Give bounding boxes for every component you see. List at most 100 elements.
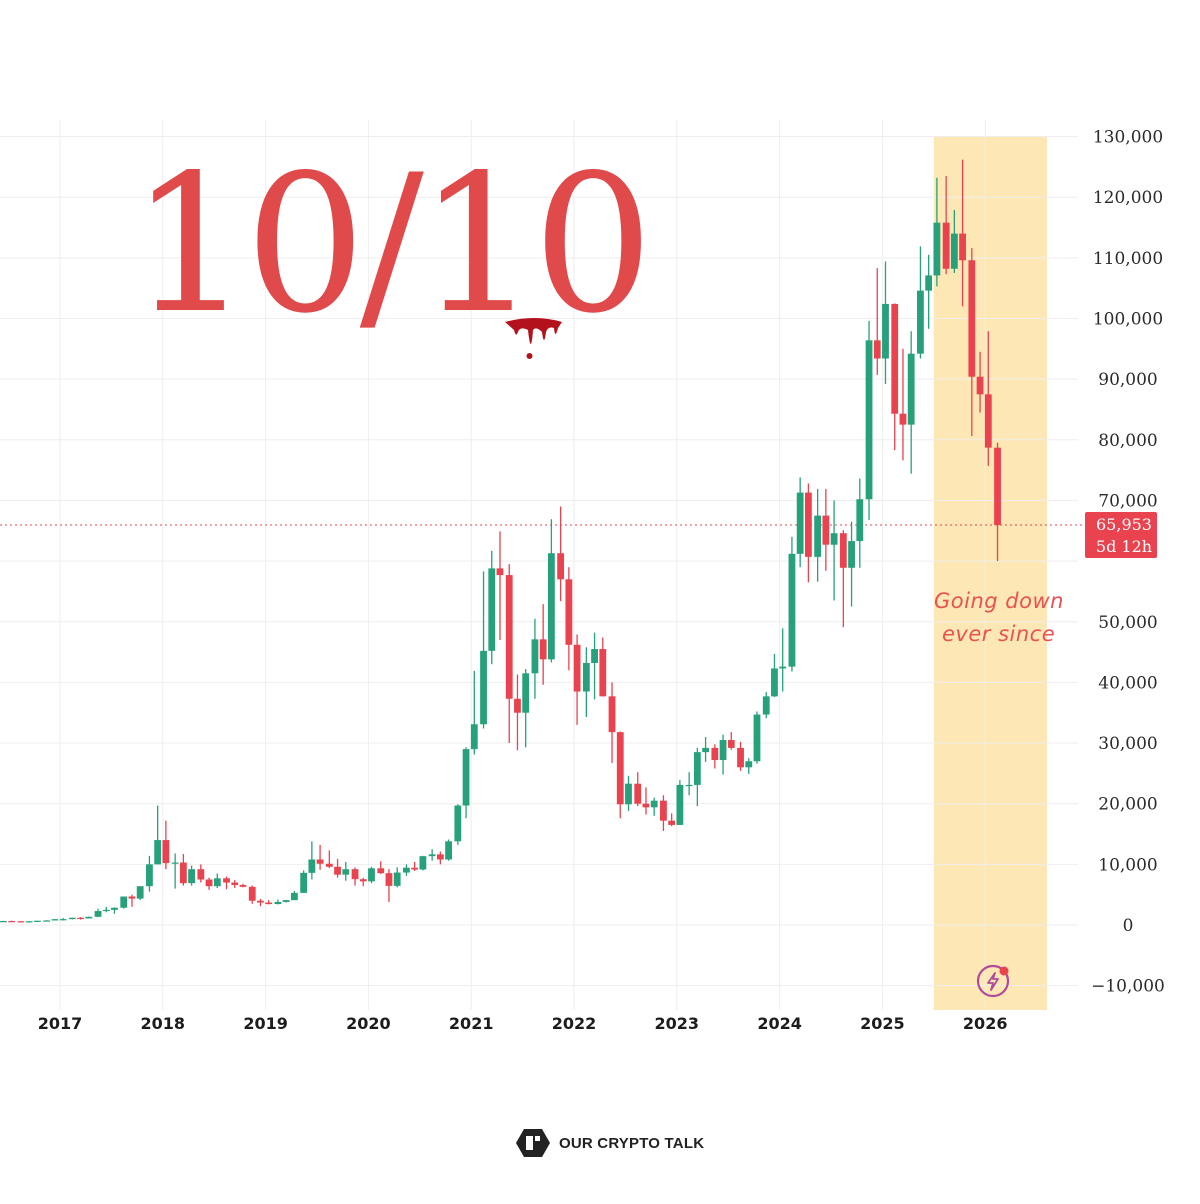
candle-body xyxy=(976,376,984,395)
candle-body xyxy=(496,568,504,576)
candle-body xyxy=(111,907,118,910)
candle-body xyxy=(393,872,401,886)
candle-body xyxy=(873,340,881,359)
candle-body xyxy=(582,662,590,692)
y-tick-label: 80,000 xyxy=(1098,431,1157,451)
last-price-tag: 65,953 5d 12h xyxy=(1085,511,1157,558)
candle-body xyxy=(274,901,282,905)
candle-body xyxy=(660,800,667,821)
y-tick-label: 110,000 xyxy=(1093,249,1163,269)
candle-body xyxy=(539,639,547,660)
y-tick-label: 130,000 xyxy=(1093,128,1163,148)
x-tick-label: 2022 xyxy=(552,1014,597,1033)
candle-body xyxy=(223,878,230,883)
candle-body xyxy=(334,866,341,875)
candle-body xyxy=(265,902,273,905)
candle-body xyxy=(171,862,179,864)
candle-body xyxy=(891,303,899,414)
candle-body xyxy=(342,869,350,875)
candle-body xyxy=(445,841,452,860)
candle-body xyxy=(385,873,393,886)
candle-body xyxy=(51,919,59,921)
y-tick-label: 100,000 xyxy=(1093,310,1163,330)
candle-body xyxy=(514,698,521,713)
candle-body xyxy=(608,696,616,733)
x-tick-label: 2024 xyxy=(757,1014,802,1033)
candle-body xyxy=(59,919,67,921)
last-price-countdown: 5d 12h xyxy=(1096,537,1152,556)
y-tick-label: 90,000 xyxy=(1098,370,1157,390)
candle-body xyxy=(403,867,410,873)
y-axis: 130,000 120,000 110,000 100,000 90,000 80,000… xyxy=(1091,128,1165,997)
candle-body xyxy=(685,784,693,787)
candle-body xyxy=(933,222,941,276)
candle-body xyxy=(480,650,487,725)
candle-body xyxy=(959,233,966,261)
y-tick-label: 120,000 xyxy=(1093,188,1163,208)
candle-body xyxy=(779,666,787,669)
candle-body xyxy=(470,724,478,750)
candle-body xyxy=(865,340,873,500)
candle-body xyxy=(197,869,205,880)
y-tick-label: 30,000 xyxy=(1098,734,1157,754)
candle-body xyxy=(154,840,162,865)
candle-body xyxy=(882,303,889,359)
candle-body xyxy=(0,921,7,923)
candle-body xyxy=(994,447,1001,525)
candle-body xyxy=(377,868,385,874)
candle-body xyxy=(257,900,264,903)
candle-body xyxy=(591,649,598,663)
lightning-bolt-icon[interactable] xyxy=(976,964,1010,998)
candle-body xyxy=(693,752,701,785)
candle-body xyxy=(436,854,444,860)
candle-body xyxy=(33,920,41,922)
candle-body xyxy=(85,916,93,919)
candle-body xyxy=(248,886,256,901)
candle-body xyxy=(102,909,110,912)
candle-body xyxy=(290,892,298,901)
candle-body xyxy=(368,868,375,882)
x-tick-label: 2023 xyxy=(655,1014,700,1033)
candle-body xyxy=(917,290,924,354)
y-tick-label: 70,000 xyxy=(1098,491,1157,511)
candle-body xyxy=(547,553,555,660)
candle-body xyxy=(411,867,419,870)
x-tick-label: 2017 xyxy=(38,1014,83,1033)
highlight-band xyxy=(933,136,1047,1011)
y-tick-label: 50,000 xyxy=(1098,613,1157,633)
candle-body xyxy=(188,869,195,884)
candle-body xyxy=(213,878,221,887)
x-tick-label: 2025 xyxy=(860,1014,905,1033)
candle-body xyxy=(942,222,950,269)
candle-body xyxy=(753,714,761,762)
candle-body xyxy=(762,696,770,715)
candle-body xyxy=(8,921,16,923)
y-tick-label: 40,000 xyxy=(1098,673,1157,693)
candle-body xyxy=(839,533,847,568)
candle-body xyxy=(830,533,838,545)
candle-body xyxy=(179,862,187,884)
candle-body xyxy=(77,917,84,919)
candle-body xyxy=(737,747,744,768)
x-axis: 2017 2018 2019 2020 2021 2022 2023 2024 2025 2026 xyxy=(38,1014,1008,1033)
candle-body xyxy=(128,896,136,899)
candle-body xyxy=(428,854,436,857)
candle-body xyxy=(822,515,830,545)
candle-body xyxy=(642,803,650,808)
candle-body xyxy=(419,856,427,870)
y-tick-label: −10,000 xyxy=(1091,977,1165,997)
candle-body xyxy=(162,840,170,864)
candle-body xyxy=(282,900,290,902)
y-tick-label: 20,000 xyxy=(1098,795,1157,815)
candle-body xyxy=(676,784,684,825)
brand-logo[interactable]: OUR CRYPTO TALK xyxy=(515,1128,704,1158)
y-tick-label: 10,000 xyxy=(1098,855,1157,875)
x-tick-label: 2020 xyxy=(346,1014,391,1033)
candle-body xyxy=(907,353,915,425)
candle-body xyxy=(120,896,128,908)
candle-body xyxy=(351,869,359,880)
candle-body xyxy=(625,783,632,805)
candle-body xyxy=(308,859,316,873)
